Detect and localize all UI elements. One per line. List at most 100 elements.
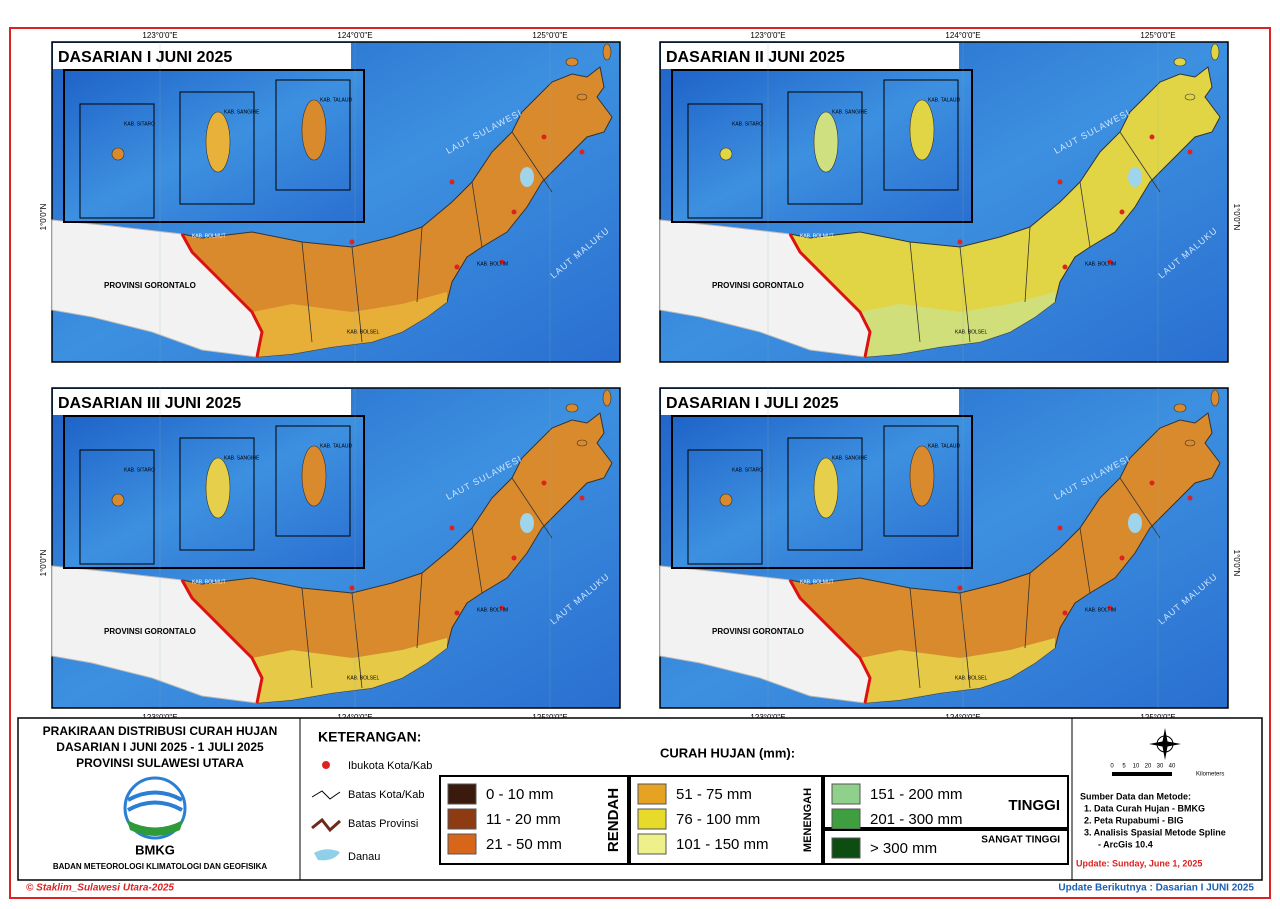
lake [1128,167,1142,187]
lon-label: 125°0'0"E [532,31,567,40]
capital [449,179,455,185]
legend-group [823,775,1069,829]
province-symbol [311,817,342,833]
lon-label: 125°0'0"E [1140,31,1175,40]
capital [454,264,460,270]
rain-legend: 0 - 10 mm 11 - 20 mm 21 - 50 mm RENDAH 51 - … [439,775,1069,865]
regency-label: KAB. BOLMUT [192,233,226,239]
scale-label: 5 [1122,764,1126,770]
legend-group [439,775,629,865]
island [205,111,231,173]
inset-box [179,91,255,205]
province-border [788,233,872,358]
regency-boundary [471,181,483,248]
title-box [53,389,351,415]
scale-label: 0 [1110,764,1114,770]
regency-boundary [909,241,921,343]
legend-group [823,829,1069,865]
capital [957,239,963,245]
inset-box [687,449,763,565]
inset-box [275,425,351,537]
inset-box [79,103,155,219]
capital [1062,610,1068,616]
capital [1119,209,1125,215]
capital [579,495,585,501]
capital [1187,149,1193,155]
scale-label: 30 [1157,764,1164,770]
boundary-symbol [311,790,341,800]
island [576,93,588,101]
regency-label: KAB. SANGIHE [832,455,868,461]
regency-boundary [511,477,553,539]
island [602,389,612,407]
legend-title: KETERANGAN: [318,729,421,745]
island [565,57,579,67]
copyright: © Staklim_Sulawesi Utara-2025 [26,883,174,894]
regency-label: KAB. BOLMUT [192,579,226,585]
province-border [180,579,264,704]
regency-label: KAB. SITARO [732,467,763,473]
capital [511,555,517,561]
update: Update: Sunday, June 1, 2025 [1076,858,1202,868]
capital [1062,264,1068,270]
neighbor-label: PROVINSI GORONTALO [104,627,196,636]
regency-boundary [1079,181,1091,248]
capital-symbol [322,761,330,769]
inset-box [883,79,959,191]
legend-swatch [637,783,667,805]
scale-label: 10 [1133,764,1140,770]
legend-label: 21 - 50 mm [486,836,562,853]
panel-title: DASARIAN III JUNI 2025 [58,395,241,412]
rain-zone [252,638,447,703]
agency: BADAN METEOROLOGI KLIMATOLOGI DAN GEOFIS… [53,862,268,871]
group-label: TINGGI [1008,797,1060,814]
capital [499,605,505,611]
regency-label: KAB. BOLTIM [1085,607,1116,613]
scale-labels: 0 5 10 20 30 40 [1110,764,1176,770]
island [1184,93,1196,101]
regency-label: KAB. SANGIHE [832,109,868,115]
inset-box [275,79,351,191]
regency-label: KAB. TALAUD [928,97,960,103]
next-update: Update Berikutnya : Dasarian I JUNI 2025 [1058,883,1254,894]
regency-boundary [351,246,363,343]
neighbor-label: PROVINSI GORONTALO [712,627,804,636]
legend-swatch [447,833,477,855]
capital [1149,480,1155,486]
island [1173,403,1187,413]
lake-symbol [314,849,340,861]
legend-group [629,775,823,865]
island [813,457,839,519]
legend-label: 0 - 10 mm [486,786,554,803]
inset-box [883,425,959,537]
regency-label: KAB. BOLTIM [477,607,508,613]
symbol-label: Batas Kota/Kab [348,789,424,801]
title-box [661,43,959,69]
regency-label: KAB. SANGIHE [224,109,260,115]
lake [520,513,534,533]
scale-label: 20 [1145,764,1152,770]
capital [349,585,355,591]
group-label: RENDAH [605,788,622,852]
island [813,111,839,173]
regency-label: KAB. BOLMUT [800,233,834,239]
capital [541,134,547,140]
capital [579,149,585,155]
regency-boundary [959,592,971,689]
sources-title: Sumber Data dan Metode: [1080,791,1191,801]
island [301,99,327,161]
regency-boundary [959,246,971,343]
compass-rose [1149,728,1181,760]
regency-label: KAB. BOLSEL [955,329,987,335]
symbol-label: Ibukota Kota/Kab [348,760,432,772]
capital [957,585,963,591]
group-label: SANGAT TINGGI [981,835,1060,846]
island [111,493,125,507]
legend-swatch [831,808,861,830]
legend-swatch [637,833,667,855]
island [205,457,231,519]
group-label: MENENGAH [802,788,814,852]
regency-label: KAB. BOLMUT [800,579,834,585]
